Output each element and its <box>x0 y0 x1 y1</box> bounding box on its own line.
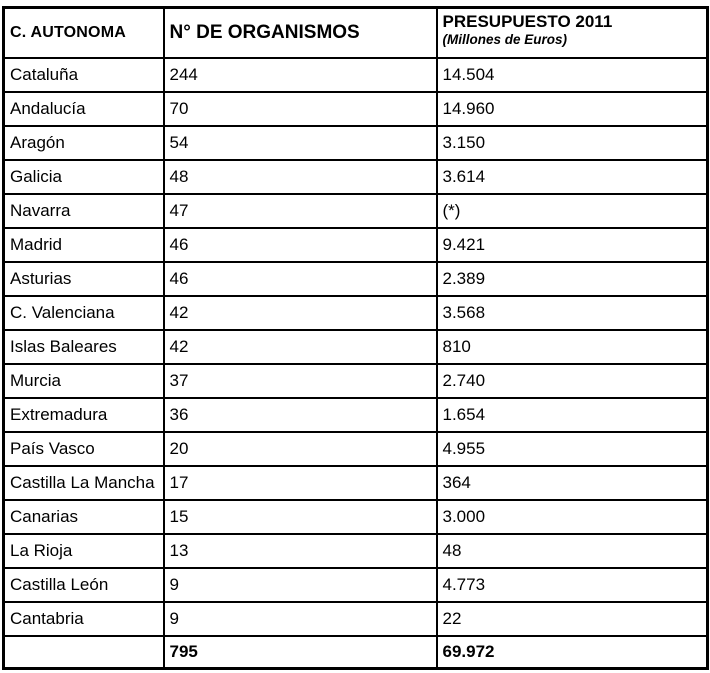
presupuesto-cell: 364 <box>435 464 709 501</box>
table-row: Cantabria 9 22 <box>2 600 709 637</box>
table-row: Madrid 46 9.421 <box>2 226 709 263</box>
organismos-cell: 47 <box>162 192 438 229</box>
autonomias-table-wrapper: C. AUTONOMA N° DE ORGANISMOS PRESUPUESTO… <box>2 6 709 670</box>
table-row: La Rioja 13 48 <box>2 532 709 569</box>
region-cell: Murcia <box>2 362 165 399</box>
column-header-presupuesto-title: PRESUPUESTO 2011 <box>442 12 613 31</box>
column-header-organismos: N° DE ORGANISMOS <box>162 6 438 59</box>
region-cell: Extremadura <box>2 396 165 433</box>
region-cell: Cantabria <box>2 600 165 637</box>
organismos-cell: 42 <box>162 294 438 331</box>
presupuesto-cell: 1.654 <box>435 396 709 433</box>
column-header-presupuesto-units: (Millones de Euros) <box>442 31 568 47</box>
organismos-cell: 70 <box>162 90 438 127</box>
region-cell: Navarra <box>2 192 165 229</box>
region-cell: Islas Baleares <box>2 328 165 365</box>
autonomias-budget-table: C. AUTONOMA N° DE ORGANISMOS PRESUPUESTO… <box>2 6 709 670</box>
table-header: C. AUTONOMA N° DE ORGANISMOS PRESUPUESTO… <box>2 6 709 59</box>
table-row: Cataluña 244 14.504 <box>2 56 709 93</box>
table-row: Islas Baleares 42 810 <box>2 328 709 365</box>
region-cell: Galicia <box>2 158 165 195</box>
presupuesto-cell: 14.960 <box>435 90 709 127</box>
organismos-cell: 15 <box>162 498 438 535</box>
region-cell: Madrid <box>2 226 165 263</box>
presupuesto-cell: 4.955 <box>435 430 709 467</box>
column-header-presupuesto: PRESUPUESTO 2011 (Millones de Euros) <box>435 6 709 59</box>
presupuesto-cell: 3.614 <box>435 158 709 195</box>
organismos-cell: 42 <box>162 328 438 365</box>
organismos-cell: 20 <box>162 430 438 467</box>
presupuesto-cell: 9.421 <box>435 226 709 263</box>
organismos-cell: 48 <box>162 158 438 195</box>
region-cell: Andalucía <box>2 90 165 127</box>
presupuesto-cell: 2.389 <box>435 260 709 297</box>
totals-region-cell <box>2 634 165 670</box>
presupuesto-cell: 4.773 <box>435 566 709 603</box>
presupuesto-cell: 3.150 <box>435 124 709 161</box>
table-row: Galicia 48 3.614 <box>2 158 709 195</box>
organismos-cell: 46 <box>162 226 438 263</box>
organismos-cell: 54 <box>162 124 438 161</box>
organismos-cell: 46 <box>162 260 438 297</box>
presupuesto-cell: 810 <box>435 328 709 365</box>
table-row: Murcia 37 2.740 <box>2 362 709 399</box>
organismos-cell: 244 <box>162 56 438 93</box>
table-row: Navarra 47 (*) <box>2 192 709 229</box>
presupuesto-cell: 3.568 <box>435 294 709 331</box>
table-row: Andalucía 70 14.960 <box>2 90 709 127</box>
region-cell: Castilla La Mancha <box>2 464 165 501</box>
table-row: Extremadura 36 1.654 <box>2 396 709 433</box>
region-cell: Castilla León <box>2 566 165 603</box>
presupuesto-cell: 14.504 <box>435 56 709 93</box>
region-cell: Canarias <box>2 498 165 535</box>
header-row: C. AUTONOMA N° DE ORGANISMOS PRESUPUESTO… <box>2 6 709 59</box>
organismos-cell: 37 <box>162 362 438 399</box>
table-body: Cataluña 244 14.504 Andalucía 70 14.960 … <box>2 56 709 670</box>
table-row: Castilla León 9 4.773 <box>2 566 709 603</box>
region-cell: La Rioja <box>2 532 165 569</box>
organismos-cell: 17 <box>162 464 438 501</box>
table-row: C. Valenciana 42 3.568 <box>2 294 709 331</box>
presupuesto-cell: 3.000 <box>435 498 709 535</box>
organismos-cell: 36 <box>162 396 438 433</box>
region-cell: Cataluña <box>2 56 165 93</box>
totals-presupuesto-cell: 69.972 <box>435 634 709 670</box>
region-cell: País Vasco <box>2 430 165 467</box>
organismos-cell: 9 <box>162 566 438 603</box>
totals-row: 795 69.972 <box>2 634 709 670</box>
table-row: Canarias 15 3.000 <box>2 498 709 535</box>
presupuesto-cell: 2.740 <box>435 362 709 399</box>
table-row: País Vasco 20 4.955 <box>2 430 709 467</box>
table-row: Aragón 54 3.150 <box>2 124 709 161</box>
region-cell: C. Valenciana <box>2 294 165 331</box>
presupuesto-cell: (*) <box>435 192 709 229</box>
region-cell: Asturias <box>2 260 165 297</box>
presupuesto-cell: 48 <box>435 532 709 569</box>
totals-organismos-cell: 795 <box>162 634 438 670</box>
table-row: Castilla La Mancha 17 364 <box>2 464 709 501</box>
table-row: Asturias 46 2.389 <box>2 260 709 297</box>
presupuesto-cell: 22 <box>435 600 709 637</box>
organismos-cell: 13 <box>162 532 438 569</box>
organismos-cell: 9 <box>162 600 438 637</box>
column-header-autonoma: C. AUTONOMA <box>2 6 165 59</box>
region-cell: Aragón <box>2 124 165 161</box>
